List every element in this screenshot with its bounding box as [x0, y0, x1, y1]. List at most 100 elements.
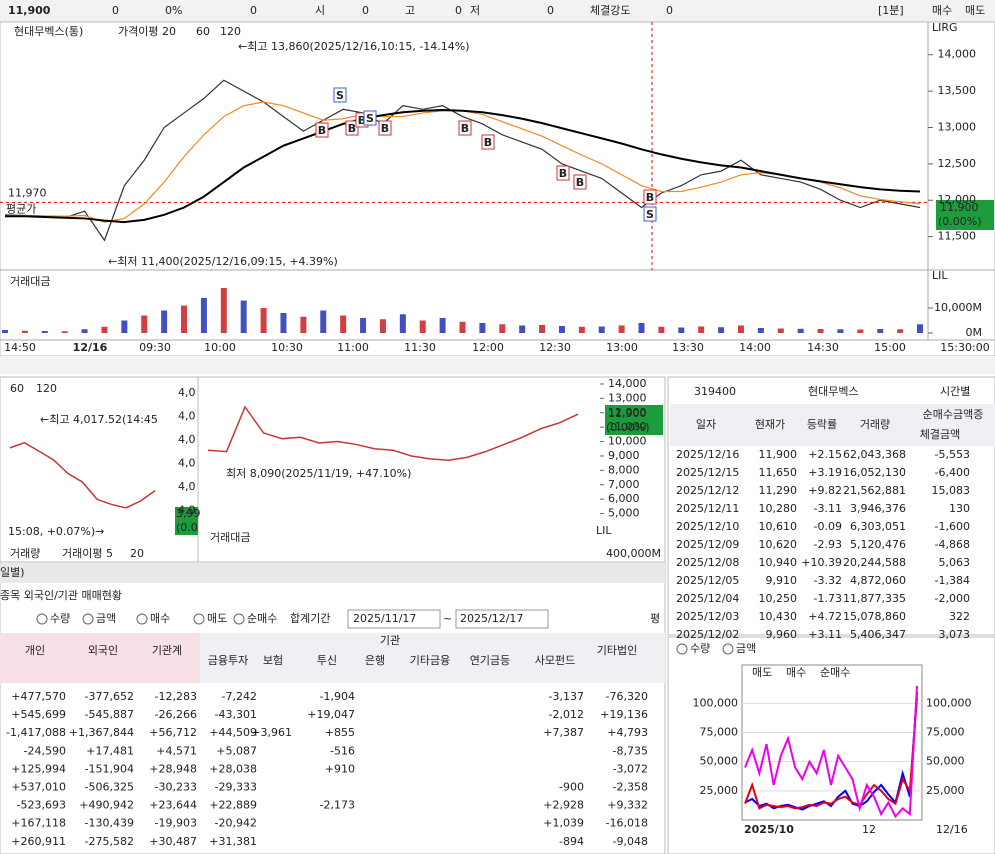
cell: 2025/12/12: [676, 484, 739, 497]
signal-box: [458, 120, 472, 136]
cell: -76,320: [606, 690, 648, 703]
y-tick-label: 12,000: [938, 193, 977, 206]
cell: -1,600: [935, 520, 970, 533]
radio: [136, 613, 148, 625]
column-header: 은행: [365, 654, 385, 667]
cell: -4,868: [935, 538, 970, 551]
cell: 322: [949, 610, 970, 623]
label: 11,900: [608, 407, 647, 420]
cell: -275,582: [85, 835, 134, 848]
signal-box: [573, 174, 587, 190]
label: ~: [443, 612, 452, 625]
cell: +28,948: [149, 762, 197, 775]
y-tick-label: 50,000: [700, 755, 739, 768]
cell: +1,039: [543, 817, 584, 830]
cell: 2025/12/02: [676, 628, 739, 641]
flow-line: [744, 691, 918, 811]
cell: +4,793: [607, 726, 648, 739]
cell: -3.32: [814, 574, 842, 587]
radio-label: 수량: [690, 642, 710, 655]
column-header: 개인: [25, 644, 45, 657]
label: 319400: [694, 385, 736, 398]
volume-bar: [121, 320, 128, 333]
toolbar: [0, 356, 995, 374]
y-tick-label: 4,0: [178, 386, 196, 399]
volume-bar: [757, 328, 764, 333]
radio-label: 수량: [50, 612, 70, 625]
x-tick-label: 09:30: [139, 341, 171, 354]
y-tick-label: 10,000M: [934, 301, 982, 314]
cell: +5,087: [216, 744, 257, 757]
cell: +167,118: [11, 817, 66, 830]
cell: 9,960: [766, 628, 798, 641]
cell: 15,083: [932, 484, 971, 497]
column-header: 현재가: [755, 418, 785, 431]
radio-label: 순매수: [247, 612, 277, 625]
cell: 15,078,860: [843, 610, 906, 623]
signal-box: [556, 165, 570, 181]
radio-label: 금액: [96, 612, 116, 625]
label: 2025/11/17: [353, 612, 416, 625]
y-tick-label: 4,0: [178, 410, 196, 423]
y-tick-label: 7,000: [608, 478, 640, 491]
y-tick-label: 50,000: [926, 755, 965, 768]
x-tick-label: 11:30: [404, 341, 436, 354]
x-tick-label: 12:00: [472, 341, 504, 354]
signal: B: [484, 136, 492, 149]
signal: B: [358, 114, 366, 127]
volume-bar: [61, 331, 68, 333]
y-tick-label: 4,0: [178, 457, 196, 470]
y-tick-label: 4,0: [178, 480, 196, 493]
label: 합계기간: [290, 612, 330, 625]
volume-bar: [280, 313, 287, 333]
volume-bar: [519, 325, 526, 333]
signal: S: [336, 89, 344, 102]
cell: +22,889: [209, 799, 257, 812]
top-bar: [0, 0, 995, 22]
label: 120: [36, 382, 57, 395]
signal: B: [646, 191, 654, 204]
cell: 5,120,476: [850, 538, 906, 551]
investor-panel: [0, 561, 666, 854]
y-tick-label: 13,500: [938, 84, 977, 97]
y-tick-label: 12,000: [608, 406, 647, 419]
label: 종목 외국인/기관 매매현황: [0, 589, 122, 602]
signal-box: [363, 110, 377, 126]
volume-bar: [797, 328, 804, 333]
column-header: 사모펀드: [535, 654, 575, 667]
top-field: 고: [405, 4, 415, 17]
cell: +4.72: [808, 610, 842, 623]
label: 60: [196, 25, 210, 38]
volume-bar: [638, 323, 645, 333]
cell: -5,553: [935, 448, 970, 461]
y-tick-label: 75,000: [926, 726, 965, 739]
y-tick-label: 14,000: [938, 48, 977, 61]
y-tick-label: 4,0: [178, 433, 196, 446]
column-header: 거래량: [860, 418, 890, 431]
cell: -43,301: [215, 708, 257, 721]
volume-bar: [618, 325, 625, 333]
top-field: 0: [112, 4, 119, 17]
top-field: 체결강도: [590, 4, 630, 17]
cell: +9.82: [808, 484, 842, 497]
volume-bar: [260, 308, 267, 333]
cell: +2.15: [808, 448, 842, 461]
cell: -2,012: [549, 708, 584, 721]
cell: 2025/12/04: [676, 592, 739, 605]
cell: -1.73: [814, 592, 842, 605]
radio: [193, 613, 205, 625]
radio: [82, 613, 94, 625]
volume-bar: [857, 329, 864, 333]
signal: B: [381, 122, 389, 135]
column-header: 기타금융: [410, 654, 450, 667]
top-field: 0: [455, 4, 462, 17]
cell: +2,928: [543, 799, 584, 812]
cell: -1,417,088: [6, 726, 66, 739]
y-tick-label: 9,000: [608, 449, 640, 462]
column-header: 투신: [317, 654, 337, 667]
top-field: 0%: [165, 4, 182, 17]
column-header: 기관계: [152, 644, 182, 657]
label: ←최저 11,400(2025/12/16,09:15, +4.39%): [108, 255, 338, 268]
cell: 2025/12/08: [676, 556, 739, 569]
cell: 10,940: [759, 556, 798, 569]
